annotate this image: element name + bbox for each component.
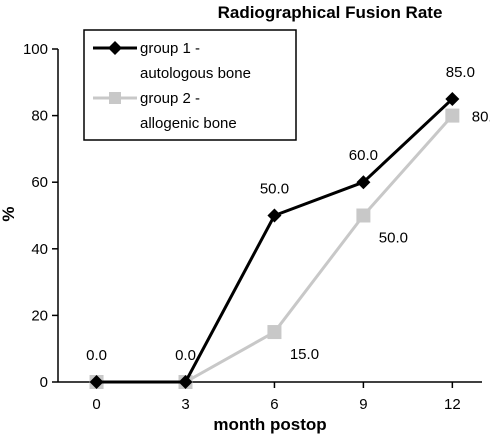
data-label-group-2: 50.0 bbox=[379, 230, 408, 247]
data-point-group-1 bbox=[445, 91, 460, 106]
data-point-group-1 bbox=[178, 375, 193, 389]
legend-label-group-1-line2: autologous bone bbox=[140, 65, 251, 82]
legend-swatch-marker-group-2 bbox=[109, 92, 121, 104]
legend-swatch-marker-group-1 bbox=[108, 41, 122, 55]
legend-label-group-2-line2: allogenic bone bbox=[140, 115, 237, 132]
legend-label-group-2-line1: group 2 - bbox=[140, 90, 200, 107]
data-point-group-1 bbox=[356, 175, 371, 190]
series-line-group-2 bbox=[96, 114, 454, 384]
y-tick-label: 40 bbox=[31, 241, 48, 258]
data-label-group-1: 85.0 bbox=[446, 64, 475, 81]
x-tick-label: 3 bbox=[181, 396, 189, 413]
x-tick-label: 0 bbox=[92, 396, 100, 413]
data-label-group-1: 0.0 bbox=[86, 347, 107, 364]
data-label-group-1: 50.0 bbox=[260, 181, 289, 198]
y-tick-label: 80 bbox=[31, 108, 48, 125]
data-point-group-2 bbox=[356, 208, 371, 223]
legend: group 1 - autologous bone group 2 - allo… bbox=[83, 29, 297, 141]
legend-label-group-1-line1: group 1 - bbox=[140, 40, 200, 57]
x-tick-label: 12 bbox=[444, 396, 461, 413]
data-label-group-1: 0.0 bbox=[175, 347, 196, 364]
data-label-group-1: 60.0 bbox=[349, 147, 378, 164]
x-tick-label: 6 bbox=[270, 396, 278, 413]
y-tick-label: 20 bbox=[31, 307, 48, 324]
data-point-group-1 bbox=[267, 208, 282, 223]
data-point-group-2 bbox=[267, 325, 282, 340]
y-axis-title: % bbox=[0, 206, 18, 221]
x-axis-title: month postop bbox=[213, 415, 326, 434]
y-tick-label: 60 bbox=[31, 174, 48, 191]
y-tick-label: 0 bbox=[40, 374, 48, 391]
data-label-group-2: 80.0 bbox=[472, 109, 490, 126]
x-tick-label: 9 bbox=[359, 396, 367, 413]
chart-title: Radiographical Fusion Rate bbox=[218, 3, 443, 22]
data-point-group-1 bbox=[89, 375, 104, 389]
y-tick-label: 100 bbox=[23, 41, 48, 58]
data-point-group-2 bbox=[445, 108, 460, 123]
data-label-group-2: 15.0 bbox=[290, 346, 319, 363]
